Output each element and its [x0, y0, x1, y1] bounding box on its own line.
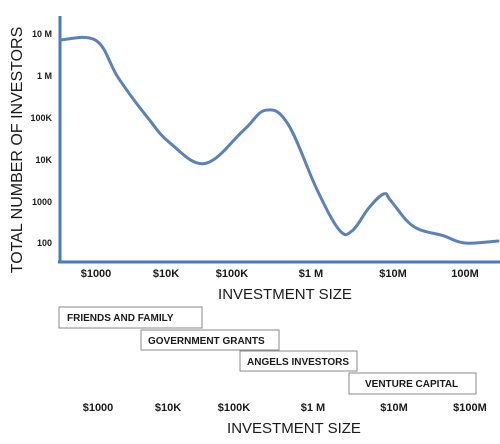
stage-tick-label: $100K: [218, 402, 250, 414]
stage-tick-label: $1 M: [301, 402, 325, 414]
stage-label: FRIENDS AND FAMILY: [67, 313, 174, 324]
stage-angels-investors: ANGELS INVESTORS: [239, 350, 358, 372]
investors-curve: [58, 35, 500, 245]
x-tick-label: $10K: [153, 268, 179, 280]
y-axis-title: TOTAL NUMBER OF INVESTORS: [9, 27, 26, 274]
stage-label: VENTURE CAPITAL: [365, 379, 458, 390]
stage-venture-capital: VENTURE CAPITAL: [348, 372, 477, 395]
x-tick-label: 100M: [451, 268, 479, 280]
y-tick-label: 10K: [35, 155, 52, 165]
x-tick-label: $10M: [379, 268, 407, 280]
stage-label: GOVERNMENT GRANTS: [148, 336, 265, 347]
stage-friends-and-family: FRIENDS AND FAMILY: [58, 306, 203, 329]
y-tick-label: 100: [37, 238, 52, 248]
x-axis-title: INVESTMENT SIZE: [218, 286, 352, 303]
stage-axis-title: INVESTMENT SIZE: [227, 420, 361, 437]
stage-tick-label: $1000: [83, 402, 114, 414]
y-tick-label: 1000: [32, 197, 52, 207]
stage-tick-label: $10K: [155, 402, 181, 414]
x-tick-label: $1000: [81, 268, 112, 280]
stage-tick-label: $10M: [380, 402, 408, 414]
stage-government-grants: GOVERNMENT GRANTS: [140, 329, 280, 351]
x-tick-label: $1 M: [299, 268, 323, 280]
stage-label: ANGELS INVESTORS: [247, 357, 349, 368]
x-tick-label: $100K: [216, 268, 248, 280]
y-tick-label: 1 M: [37, 71, 52, 81]
stage-tick-label: $100M: [453, 402, 487, 414]
y-tick-label: 100K: [30, 113, 52, 123]
y-tick-label: 10 M: [32, 29, 52, 39]
